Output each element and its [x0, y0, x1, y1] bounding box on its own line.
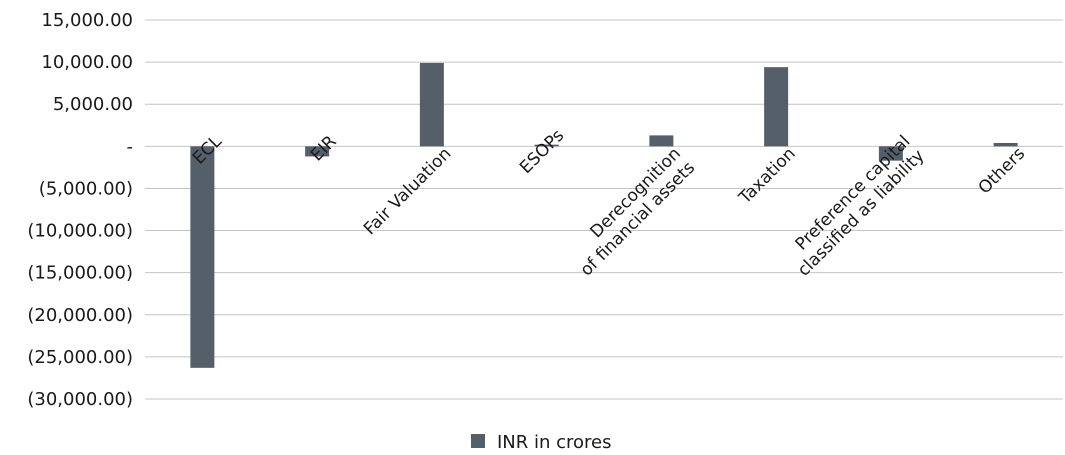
category-label: Derecognitionof financial assets	[562, 144, 699, 281]
legend-label: INR in crores	[497, 432, 612, 453]
y-tick-label: (10,000.00)	[27, 221, 133, 242]
y-tick-label: (5,000.00)	[39, 178, 133, 199]
category-label-line: Others	[975, 144, 1030, 199]
bar-esops	[534, 144, 559, 147]
y-tick-label: (15,000.00)	[27, 263, 133, 284]
y-tick-label: (30,000.00)	[27, 389, 133, 410]
y-tick-label: (20,000.00)	[27, 305, 133, 326]
bar-eir	[305, 146, 330, 157]
category-label: EIR	[307, 132, 341, 166]
category-label-line: Preference capital	[792, 132, 915, 255]
category-label-line: Taxation	[735, 144, 800, 209]
bar-fair-valuation	[419, 62, 444, 147]
category-label-line: classified as liability	[794, 146, 929, 281]
bar-others	[993, 142, 1018, 147]
category-label: Others	[975, 144, 1030, 199]
y-axis-tick-labels: 15,000.00 10,000.00 5,000.00 - (5,000.00) (10…	[27, 10, 133, 410]
category-label: Taxation	[735, 144, 800, 209]
legend-swatch	[471, 434, 485, 448]
y-tick-label: 5,000.00	[53, 94, 133, 115]
category-label-line: ESOPs	[516, 126, 568, 178]
y-tick-label: (25,000.00)	[27, 347, 133, 368]
y-tick-label: 10,000.00	[41, 52, 133, 73]
category-label: Preference capitalclassified as liabilit…	[780, 132, 929, 281]
y-tick-label: -	[127, 136, 134, 157]
category-label: Fair Valuation	[360, 144, 455, 239]
category-labels: ECL EIR Fair Valuation ESOPs Derecognitionof…	[189, 126, 1029, 281]
bar-preference-capital-classified-as-liability	[878, 146, 903, 161]
bar-derecognition-of-financial-assets	[649, 135, 674, 147]
bar-taxation	[764, 67, 789, 147]
category-label-line: Fair Valuation	[360, 144, 455, 239]
category-label-line: EIR	[307, 132, 341, 166]
bar-ecl	[190, 146, 215, 368]
y-tick-label: 15,000.00	[41, 10, 133, 31]
legend: INR in crores	[471, 432, 612, 453]
category-label: ESOPs	[516, 126, 568, 178]
bars	[190, 62, 1018, 368]
gridlines	[145, 19, 1063, 400]
